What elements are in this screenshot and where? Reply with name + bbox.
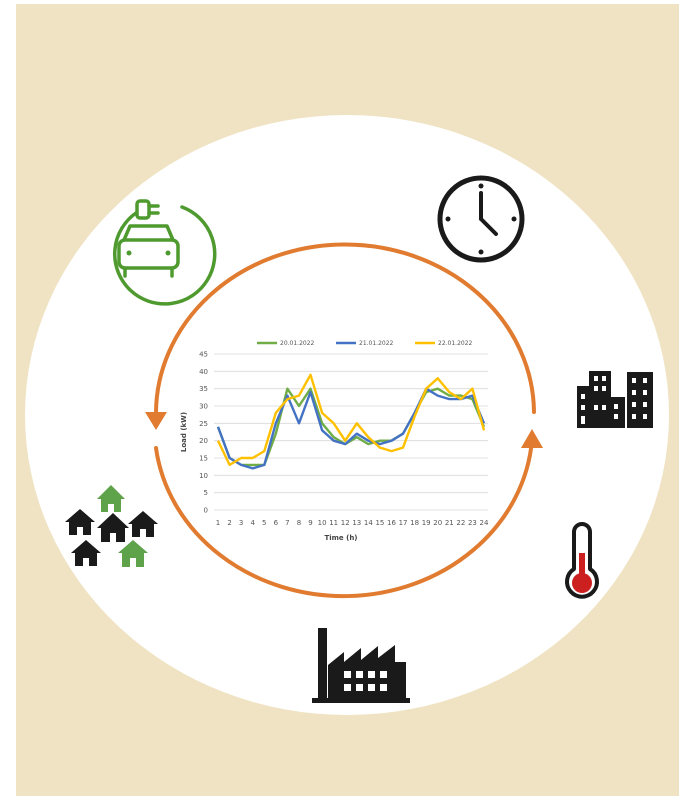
x-tick-label: 3 (239, 519, 243, 527)
x-tick-label: 4 (250, 519, 255, 527)
x-tick-label: 10 (318, 519, 327, 527)
x-tick-label: 9 (308, 519, 312, 527)
x-tick-label: 20 (433, 519, 442, 527)
x-tick-label: 15 (375, 519, 384, 527)
y-tick-label: 15 (199, 455, 208, 463)
chart-legend: 20.01.2022 21.01.2022 22.01.2022 (257, 340, 473, 347)
cycle-arrow-bottom (154, 438, 534, 599)
city-buildings-icon (577, 371, 653, 428)
clock-icon (437, 175, 525, 263)
y-tick-label: 45 (199, 351, 208, 359)
y-tick-label: 5 (204, 489, 208, 497)
x-tick-label: 8 (297, 519, 301, 527)
y-tick-label: 0 (204, 507, 208, 515)
legend-label: 22.01.2022 (438, 340, 473, 347)
houses-icon (65, 485, 158, 567)
x-tick-label: 24 (480, 519, 489, 527)
x-tick-label: 1 (216, 519, 220, 527)
x-axis-ticks: 1 2 3 4 5 6 7 8 9 10 11 12 13 14 15 16 17 18 19 20 21 22 23 24 (216, 519, 489, 527)
x-tick-label: 14 (364, 519, 373, 527)
y-tick-label: 20 (199, 437, 208, 445)
x-axis-label: Time (h) (324, 534, 357, 542)
x-tick-label: 12 (341, 519, 350, 527)
thermometer-icon (565, 522, 599, 599)
white-circle (25, 115, 669, 715)
x-tick-label: 23 (468, 519, 477, 527)
x-tick-label: 19 (422, 519, 431, 527)
x-tick-label: 11 (329, 519, 338, 527)
y-axis-label: Load (kW) (180, 412, 188, 452)
x-tick-label: 2 (227, 519, 231, 527)
arrowhead-right (521, 429, 543, 448)
x-tick-label: 6 (274, 519, 279, 527)
series-line (216, 373, 486, 467)
arrowhead-left (145, 412, 167, 430)
x-tick-label: 7 (285, 519, 289, 527)
x-tick-label: 5 (262, 519, 266, 527)
y-axis-ticks: 0 5 10 15 20 25 30 35 40 45 (199, 351, 208, 515)
x-tick-label: 18 (410, 519, 419, 527)
x-tick-label: 17 (399, 519, 408, 527)
x-tick-label: 16 (387, 519, 396, 527)
x-tick-label: 13 (352, 519, 361, 527)
x-tick-label: 21 (445, 519, 454, 527)
legend-label: 20.01.2022 (280, 340, 315, 347)
y-tick-label: 35 (199, 385, 208, 393)
y-tick-label: 30 (199, 403, 208, 411)
factory-icon (312, 628, 410, 703)
series-line (216, 387, 486, 470)
chart-series (216, 373, 486, 470)
y-tick-label: 40 (199, 368, 208, 376)
cycle-arrows (153, 242, 536, 599)
cycle-arrow-top (153, 242, 536, 417)
chart-grid (214, 353, 488, 511)
legend-label: 21.01.2022 (359, 340, 394, 347)
y-tick-label: 25 (199, 420, 208, 428)
y-tick-label: 10 (199, 472, 208, 480)
x-tick-label: 22 (456, 519, 465, 527)
load-chart: 20.01.2022 21.01.2022 22.01.2022 051015202… (180, 340, 489, 542)
ev-charging-icon (113, 199, 217, 306)
